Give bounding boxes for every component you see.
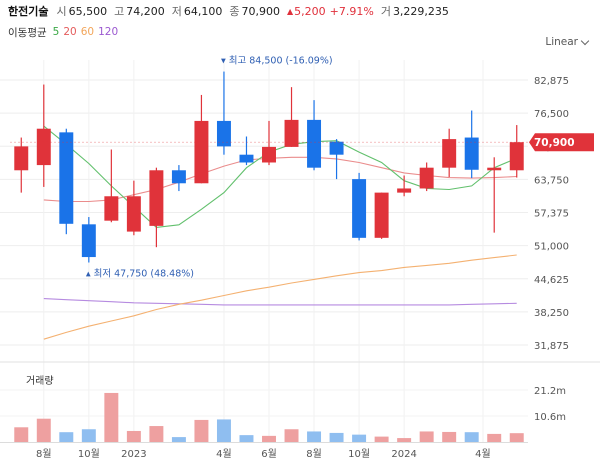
volume-bar — [397, 438, 412, 442]
candle-body — [284, 119, 299, 147]
candle-body — [126, 196, 141, 232]
open-label: 시 — [56, 5, 67, 18]
volume-bar — [509, 433, 524, 442]
candle-body — [171, 170, 186, 184]
time-axis-label: 10월 — [78, 448, 100, 460]
volume-tick-label: 10.6m — [534, 412, 566, 423]
volume-bar — [284, 429, 299, 442]
time-axis-label: 2023 — [121, 449, 146, 460]
volume-bar — [374, 436, 389, 442]
volume-bar — [262, 435, 276, 442]
candle-body — [104, 196, 119, 221]
candle-body — [36, 128, 51, 166]
low-annotation: ▴ 최저 47,750 (48.48%) — [86, 269, 194, 280]
volume-bar — [194, 419, 209, 442]
volume-bar — [307, 431, 322, 442]
change-value: 5,200 — [294, 4, 326, 18]
volume-bar — [149, 426, 164, 442]
candle-body — [216, 120, 231, 147]
candle-body — [329, 141, 344, 155]
volume-bar — [442, 431, 457, 442]
stock-name: 한전기술 — [8, 5, 49, 18]
candle-body — [442, 139, 457, 168]
current-price-label: 70,900 — [534, 137, 575, 149]
price-tick-label: 57,375 — [534, 209, 569, 220]
price-tick-label: 63,750 — [534, 175, 569, 186]
stock-header: 한전기술 시 65,500 고 74,200 저 64,100 종 70,900… — [8, 0, 600, 22]
candle-body — [397, 188, 412, 193]
volume-bar — [352, 434, 367, 442]
ma120-label: 120 — [98, 26, 119, 38]
volume-bar — [14, 427, 29, 442]
candle-body — [14, 146, 29, 171]
volume-bar — [419, 431, 434, 442]
ma5-label: 5 — [52, 26, 60, 38]
volume-bar — [487, 433, 502, 442]
low-label: 저 — [171, 5, 182, 18]
scale-label: Linear — [545, 36, 578, 48]
current-price-tag — [529, 133, 594, 152]
volume-bar — [329, 432, 344, 442]
candle-body — [464, 137, 479, 170]
candle-body — [262, 146, 276, 163]
high-label: 고 — [114, 5, 125, 18]
high-value: 74,200 — [126, 4, 165, 18]
ma60-line — [43, 254, 517, 340]
volume-bar — [464, 432, 479, 442]
candle-body — [374, 192, 389, 238]
high-annotation: ▾ 최고 84,500 (-16.09%) — [221, 56, 333, 67]
scale-dropdown[interactable]: Linear — [545, 36, 590, 48]
candle-body — [509, 142, 524, 171]
candle-body — [307, 119, 322, 168]
volume-bar — [126, 430, 141, 442]
volume-tick-label: 21.2m — [534, 386, 566, 397]
ma-legend-title: 이동평균 — [8, 26, 47, 39]
close-label: 종 — [229, 5, 240, 18]
ma20-label: 20 — [63, 26, 77, 38]
volume-bar — [81, 429, 96, 442]
candle-body — [239, 154, 254, 163]
candle-body — [149, 170, 164, 226]
volume-value: 3,229,235 — [392, 4, 449, 18]
candle-body — [194, 120, 209, 184]
candle-body — [352, 179, 367, 238]
volume-panel-title: 거래량 — [26, 376, 54, 387]
volume-bar — [239, 435, 254, 442]
ma20-line — [43, 156, 517, 203]
volume-label: 거 — [380, 5, 391, 18]
time-axis-label: 8월 — [306, 448, 322, 460]
price-tick-label: 51,000 — [534, 242, 569, 253]
moving-average-legend[interactable]: 이동평균 5 20 60 120 — [8, 24, 118, 40]
candle-body — [487, 167, 502, 171]
volume-bar — [104, 392, 119, 442]
time-axis-label: 4월 — [475, 448, 491, 460]
time-axis-label: 2024 — [391, 449, 416, 460]
candle-body — [81, 224, 96, 258]
low-value: 64,100 — [183, 4, 223, 18]
volume-bar — [216, 419, 231, 442]
volume-bar — [36, 418, 51, 442]
candle-body — [59, 132, 74, 224]
change-percent: +7.91% — [329, 4, 374, 18]
ma60-label: 60 — [80, 26, 95, 38]
ma120-line — [43, 298, 517, 306]
price-tick-label: 38,250 — [534, 308, 569, 319]
price-tick-label: 82,875 — [534, 76, 569, 87]
price-tick-label: 31,875 — [534, 341, 569, 352]
volume-bar — [171, 437, 186, 442]
price-tick-label: 76,500 — [534, 109, 569, 120]
time-axis-label: 10월 — [348, 448, 370, 460]
change-up-icon: ▲ — [286, 6, 294, 16]
candle-body — [419, 167, 434, 189]
price-tick-label: 44,625 — [534, 275, 569, 286]
open-value: 65,500 — [68, 4, 108, 18]
time-axis-label: 6월 — [261, 448, 277, 460]
volume-bar — [59, 432, 74, 442]
ma5-line — [43, 125, 517, 228]
time-axis-label: 4월 — [216, 448, 232, 460]
time-axis-label: 8월 — [36, 448, 52, 460]
close-value: 70,900 — [241, 4, 280, 18]
